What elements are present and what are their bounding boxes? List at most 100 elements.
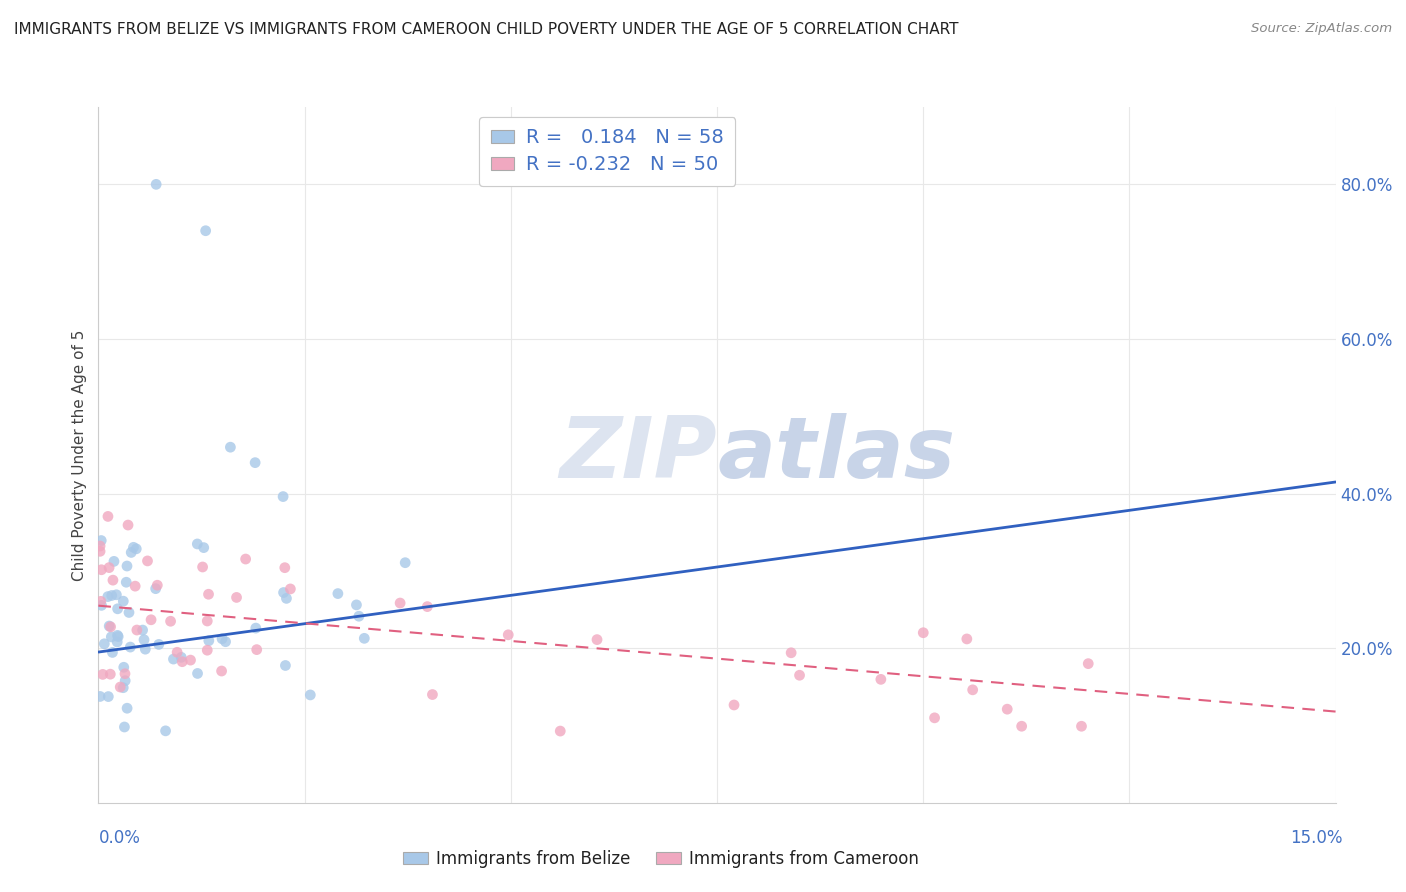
Text: ZIP: ZIP: [560, 413, 717, 497]
Point: [132, 632, 155, 647]
Y-axis label: Child Poverty Under the Age of 5: Child Poverty Under the Age of 5: [72, 329, 87, 581]
Point: [995, 702, 1018, 716]
Point: [103, 554, 125, 568]
Point: [105, 588, 128, 602]
Point: [195, 643, 218, 657]
Point: [912, 625, 935, 640]
Point: [118, 606, 141, 620]
Point: [145, 582, 167, 596]
Point: [89, 690, 111, 704]
Point: [166, 645, 188, 659]
Point: [112, 660, 135, 674]
Point: [195, 614, 218, 628]
Point: [98, 560, 121, 574]
Legend: Immigrants from Belize, Immigrants from Cameroon: Immigrants from Belize, Immigrants from …: [396, 844, 925, 875]
Point: [91, 667, 114, 681]
Point: [145, 178, 167, 192]
Point: [245, 621, 267, 635]
Point: [193, 541, 215, 555]
Point: [107, 602, 129, 616]
Legend: R =   0.184   N = 58, R = -0.232   N = 50: R = 0.184 N = 58, R = -0.232 N = 50: [479, 117, 735, 186]
Point: [112, 681, 135, 695]
Text: IMMIGRANTS FROM BELIZE VS IMMIGRANTS FROM CAMEROON CHILD POVERTY UNDER THE AGE O: IMMIGRANTS FROM BELIZE VS IMMIGRANTS FRO…: [14, 22, 959, 37]
Point: [89, 544, 111, 558]
Point: [274, 560, 297, 574]
Point: [155, 723, 177, 738]
Point: [125, 541, 148, 556]
Point: [496, 628, 519, 642]
Point: [115, 575, 138, 590]
Point: [194, 224, 217, 238]
Point: [107, 628, 129, 642]
Point: [97, 690, 120, 704]
Point: [89, 539, 111, 553]
Point: [191, 560, 214, 574]
Point: [100, 630, 122, 644]
Point: [115, 559, 138, 574]
Point: [120, 545, 142, 559]
Point: [139, 613, 162, 627]
Point: [90, 594, 112, 608]
Point: [280, 582, 302, 596]
Point: [114, 673, 136, 688]
Point: [416, 599, 439, 614]
Point: [394, 556, 416, 570]
Point: [110, 680, 132, 694]
Point: [105, 635, 128, 649]
Point: [246, 642, 269, 657]
Point: [115, 701, 138, 715]
Point: [125, 623, 148, 637]
Point: [162, 652, 184, 666]
Point: [90, 599, 112, 613]
Point: [962, 682, 984, 697]
Point: [198, 633, 221, 648]
Point: [789, 668, 811, 682]
Point: [326, 586, 349, 600]
Point: [187, 666, 209, 681]
Point: [219, 440, 242, 454]
Point: [122, 541, 145, 555]
Point: [870, 673, 893, 687]
Point: [146, 578, 169, 592]
Text: Source: ZipAtlas.com: Source: ZipAtlas.com: [1251, 22, 1392, 36]
Point: [98, 619, 121, 633]
Point: [120, 640, 142, 654]
Point: [197, 587, 219, 601]
Point: [235, 552, 257, 566]
Point: [186, 537, 208, 551]
Text: 15.0%: 15.0%: [1291, 829, 1343, 847]
Point: [274, 658, 297, 673]
Point: [179, 653, 201, 667]
Point: [170, 650, 193, 665]
Point: [346, 598, 368, 612]
Point: [271, 490, 294, 504]
Point: [1070, 719, 1092, 733]
Point: [131, 623, 153, 637]
Point: [117, 518, 139, 533]
Point: [98, 667, 121, 681]
Point: [136, 554, 159, 568]
Point: [134, 642, 156, 657]
Point: [93, 637, 115, 651]
Point: [159, 614, 181, 628]
Point: [112, 594, 135, 608]
Point: [273, 585, 295, 599]
Point: [211, 664, 233, 678]
Point: [148, 637, 170, 651]
Text: 0.0%: 0.0%: [98, 829, 141, 847]
Point: [353, 632, 375, 646]
Point: [299, 688, 322, 702]
Point: [214, 634, 236, 648]
Point: [389, 596, 412, 610]
Point: [347, 609, 370, 624]
Point: [124, 579, 146, 593]
Point: [225, 591, 247, 605]
Point: [100, 620, 122, 634]
Point: [107, 630, 129, 644]
Point: [172, 655, 194, 669]
Point: [586, 632, 609, 647]
Point: [211, 632, 233, 646]
Point: [956, 632, 979, 646]
Point: [243, 456, 266, 470]
Point: [723, 698, 745, 712]
